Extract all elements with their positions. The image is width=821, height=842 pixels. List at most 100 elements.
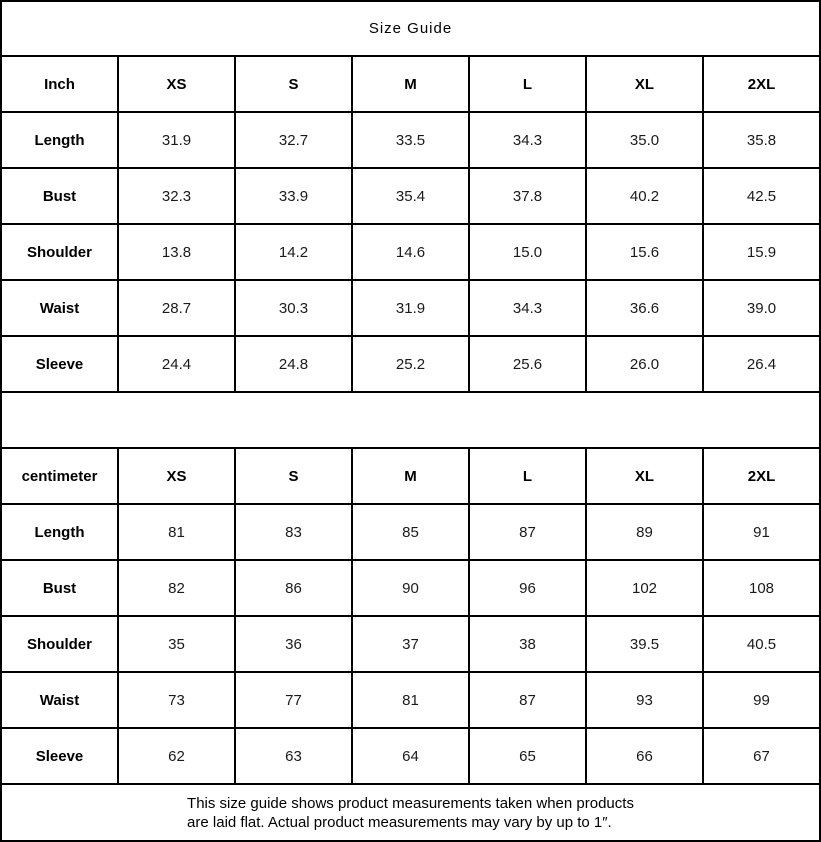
measurement-cell: 31.9: [351, 279, 470, 337]
measurement-cell: 81: [351, 671, 470, 729]
title-row: Size Guide: [0, 0, 821, 57]
size-header-l: L: [468, 55, 587, 113]
measurement-cell: 30.3: [234, 279, 353, 337]
size-header-2xl: 2XL: [702, 447, 821, 505]
cm-header-row: centimeter XS S M L XL 2XL: [0, 447, 821, 505]
spacer: [0, 391, 821, 449]
size-header-s: S: [234, 447, 353, 505]
row-label-shoulder: Shoulder: [0, 223, 119, 281]
measurement-cell: 24.8: [234, 335, 353, 393]
measurement-cell: 77: [234, 671, 353, 729]
table-row: Sleeve 62 63 64 65 66 67: [0, 727, 821, 785]
row-label-shoulder: Shoulder: [0, 615, 119, 673]
measurement-cell: 14.6: [351, 223, 470, 281]
row-label-waist: Waist: [0, 671, 119, 729]
table-row: Sleeve 24.4 24.8 25.2 25.6 26.0 26.4: [0, 335, 821, 393]
row-label-sleeve: Sleeve: [0, 727, 119, 785]
size-header-m: M: [351, 447, 470, 505]
measurement-cell: 34.3: [468, 279, 587, 337]
measurement-cell: 38: [468, 615, 587, 673]
unit-header-inch: Inch: [0, 55, 119, 113]
measurement-cell: 24.4: [117, 335, 236, 393]
measurement-cell: 99: [702, 671, 821, 729]
row-label-waist: Waist: [0, 279, 119, 337]
size-header-s: S: [234, 55, 353, 113]
size-header-xl: XL: [585, 55, 704, 113]
table-row: Shoulder 35 36 37 38 39.5 40.5: [0, 615, 821, 673]
row-label-length: Length: [0, 111, 119, 169]
measurement-cell: 25.6: [468, 335, 587, 393]
page-title: Size Guide: [0, 0, 821, 57]
measurement-cell: 35.0: [585, 111, 704, 169]
measurement-cell: 81: [117, 503, 236, 561]
measurement-cell: 33.9: [234, 167, 353, 225]
measurement-cell: 91: [702, 503, 821, 561]
measurement-cell: 62: [117, 727, 236, 785]
measurement-cell: 82: [117, 559, 236, 617]
measurement-cell: 96: [468, 559, 587, 617]
size-header-xl: XL: [585, 447, 704, 505]
measurement-cell: 67: [702, 727, 821, 785]
footer-row: This size guide shows product measuremen…: [0, 783, 821, 842]
measurement-cell: 15.0: [468, 223, 587, 281]
measurement-cell: 83: [234, 503, 353, 561]
measurement-cell: 25.2: [351, 335, 470, 393]
row-label-bust: Bust: [0, 167, 119, 225]
measurement-cell: 28.7: [117, 279, 236, 337]
measurement-cell: 66: [585, 727, 704, 785]
size-header-l: L: [468, 447, 587, 505]
measurement-cell: 86: [234, 559, 353, 617]
measurement-cell: 32.3: [117, 167, 236, 225]
size-note: This size guide shows product measuremen…: [0, 783, 821, 842]
measurement-cell: 31.9: [117, 111, 236, 169]
measurement-cell: 73: [117, 671, 236, 729]
measurement-cell: 15.6: [585, 223, 704, 281]
measurement-cell: 42.5: [702, 167, 821, 225]
measurement-cell: 89: [585, 503, 704, 561]
measurement-cell: 63: [234, 727, 353, 785]
note-line-1: This size guide shows product measuremen…: [187, 794, 634, 812]
measurement-cell: 65: [468, 727, 587, 785]
size-header-xs: XS: [117, 447, 236, 505]
measurement-cell: 39.0: [702, 279, 821, 337]
measurement-cell: 93: [585, 671, 704, 729]
measurement-cell: 15.9: [702, 223, 821, 281]
measurement-cell: 26.0: [585, 335, 704, 393]
table-row: Bust 32.3 33.9 35.4 37.8 40.2 42.5: [0, 167, 821, 225]
size-header-m: M: [351, 55, 470, 113]
measurement-cell: 37: [351, 615, 470, 673]
size-note-text: This size guide shows product measuremen…: [187, 794, 634, 832]
measurement-cell: 108: [702, 559, 821, 617]
measurement-cell: 33.5: [351, 111, 470, 169]
measurement-cell: 87: [468, 671, 587, 729]
measurement-cell: 40.5: [702, 615, 821, 673]
measurement-cell: 13.8: [117, 223, 236, 281]
measurement-cell: 35.4: [351, 167, 470, 225]
measurement-cell: 36.6: [585, 279, 704, 337]
table-row: Bust 82 86 90 96 102 108: [0, 559, 821, 617]
measurement-cell: 14.2: [234, 223, 353, 281]
measurement-cell: 34.3: [468, 111, 587, 169]
table-row: Waist 28.7 30.3 31.9 34.3 36.6 39.0: [0, 279, 821, 337]
table-row: Length 31.9 32.7 33.5 34.3 35.0 35.8: [0, 111, 821, 169]
row-label-bust: Bust: [0, 559, 119, 617]
size-header-2xl: 2XL: [702, 55, 821, 113]
note-line-2: are laid flat. Actual product measuremen…: [187, 813, 612, 831]
measurement-cell: 102: [585, 559, 704, 617]
measurement-cell: 35: [117, 615, 236, 673]
measurement-cell: 40.2: [585, 167, 704, 225]
table-row: Shoulder 13.8 14.2 14.6 15.0 15.6 15.9: [0, 223, 821, 281]
measurement-cell: 37.8: [468, 167, 587, 225]
measurement-cell: 26.4: [702, 335, 821, 393]
measurement-cell: 85: [351, 503, 470, 561]
table-row: Waist 73 77 81 87 93 99: [0, 671, 821, 729]
measurement-cell: 32.7: [234, 111, 353, 169]
table-row: Length 81 83 85 87 89 91: [0, 503, 821, 561]
inch-header-row: Inch XS S M L XL 2XL: [0, 55, 821, 113]
measurement-cell: 35.8: [702, 111, 821, 169]
measurement-cell: 39.5: [585, 615, 704, 673]
measurement-cell: 87: [468, 503, 587, 561]
measurement-cell: 36: [234, 615, 353, 673]
